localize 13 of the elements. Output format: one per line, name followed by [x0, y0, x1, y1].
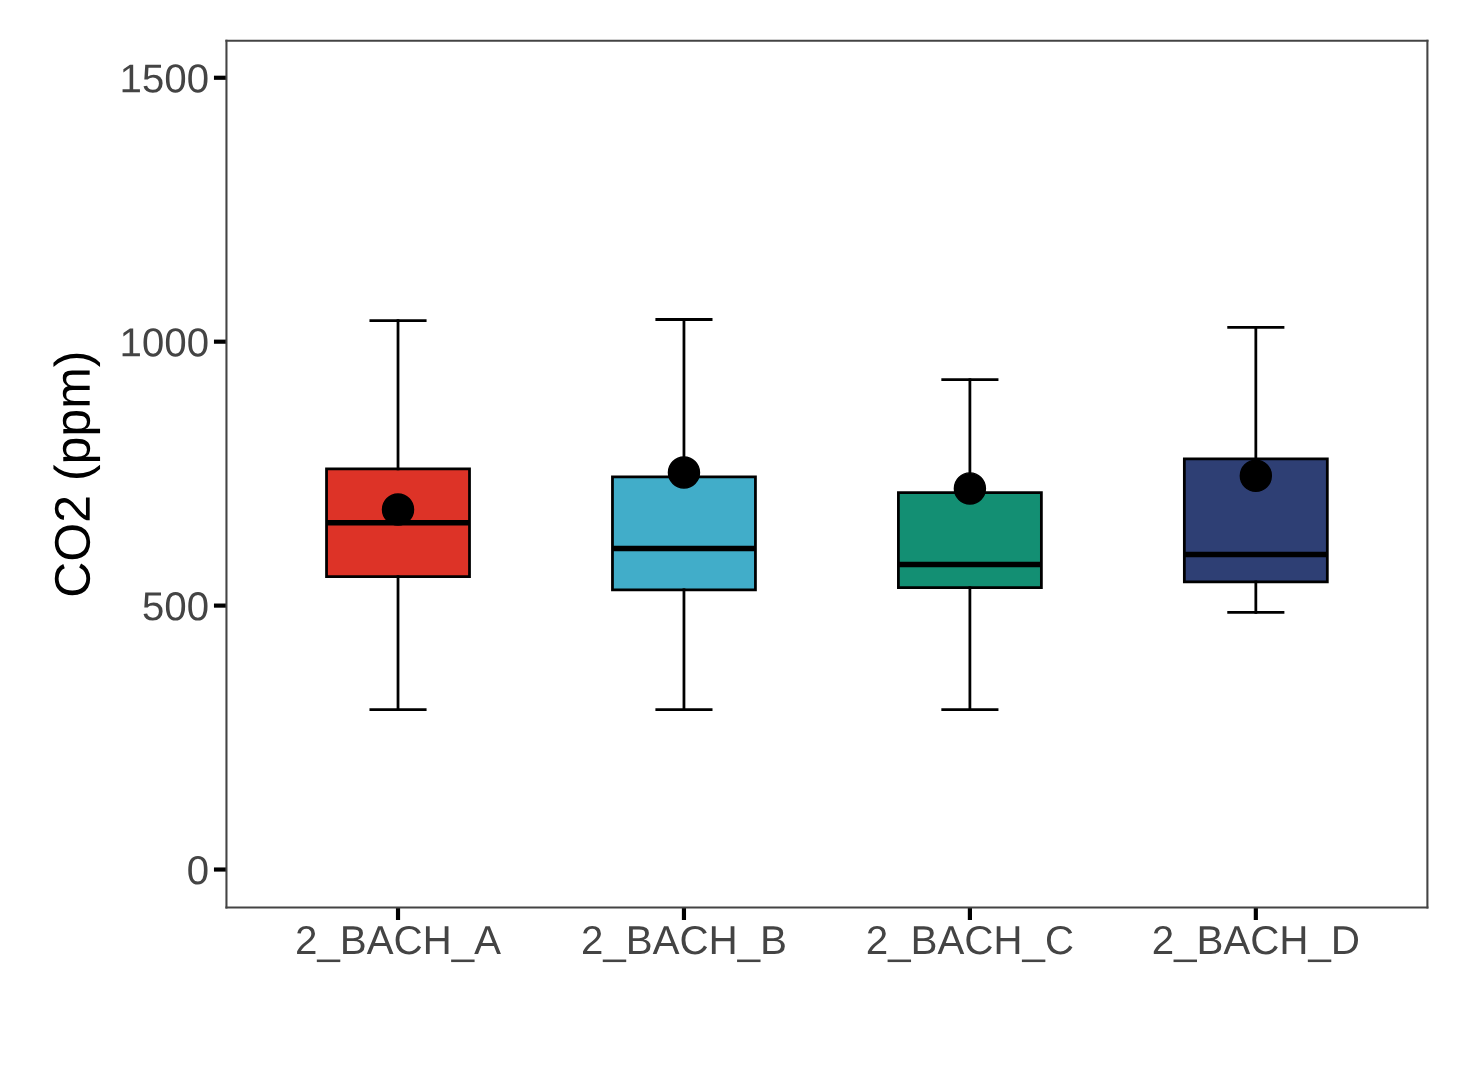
x-tick-label: 2_BACH_D — [1153, 925, 1359, 963]
x-tick-label: 2_BACH_C — [867, 925, 1073, 963]
point — [1239, 459, 1273, 492]
y-tick-label: 500 — [143, 592, 208, 621]
x-tick-label: 2_BACH_A — [297, 925, 501, 963]
point — [953, 472, 987, 505]
y-tick-label: 1500 — [122, 64, 208, 93]
y-axis-title: CO2 (ppm) — [53, 353, 101, 596]
point — [381, 493, 415, 526]
x-tick-label: 2_BACH_B — [583, 925, 785, 963]
y-tick-label: 0 — [188, 855, 208, 885]
point — [667, 456, 701, 489]
y-tick-label: 1000 — [122, 328, 208, 357]
